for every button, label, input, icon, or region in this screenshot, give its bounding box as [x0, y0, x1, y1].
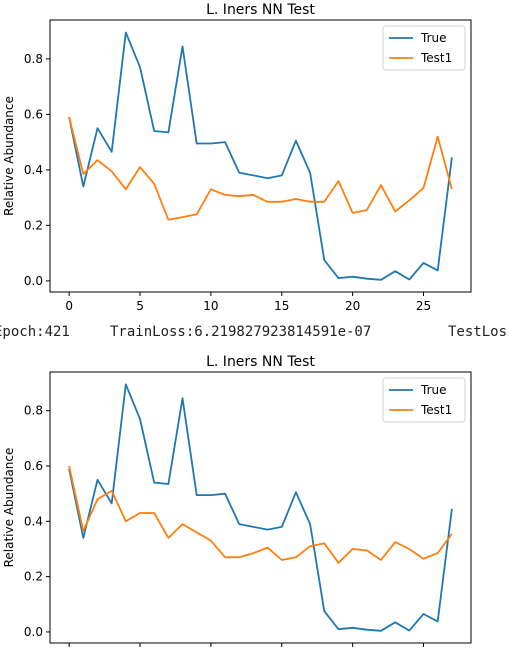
- y-tick-label: 0.4: [24, 163, 43, 177]
- y-tick-label: 0.6: [24, 107, 43, 121]
- legend: True Test1: [383, 26, 465, 70]
- y-tick-label: 0.8: [24, 52, 43, 66]
- x-tick-label: 20: [345, 299, 360, 313]
- y-tick-label: 0.6: [24, 459, 43, 473]
- y-tick-label: 0.2: [24, 570, 43, 584]
- x-tick-label: 0: [65, 299, 73, 313]
- chart-title: L. Iners NN Test: [206, 354, 315, 370]
- chart-panel-2: L. Iners NN Test Relative Abundance 0.0 0.2…: [2, 354, 471, 647]
- test-loss-text: TestLos: [448, 320, 507, 344]
- training-log-line: Epoch:421 TrainLoss:6.219827923814591e-0…: [0, 320, 514, 344]
- chart-panel-1: L. Iners NN Test Relative Abundance 0.0 0.2…: [2, 2, 471, 313]
- x-tick-label: 10: [203, 299, 218, 313]
- legend-label-test1: Test1: [420, 51, 452, 65]
- legend-label-true: True: [420, 31, 447, 45]
- x-tick-label: 5: [136, 299, 144, 313]
- y-tick-label: 0.8: [24, 404, 43, 418]
- y-axis-label: Relative Abundance: [2, 96, 16, 216]
- chart-title: L. Iners NN Test: [206, 2, 315, 18]
- x-tick-label: 25: [416, 299, 431, 313]
- train-loss-text: TrainLoss:6.219827923814591e-07: [110, 320, 371, 344]
- series-line-test1: [69, 117, 452, 220]
- legend: True Test1: [383, 378, 465, 422]
- y-tick-label: 0.4: [24, 514, 43, 528]
- y-axis-label: Relative Abundance: [2, 448, 16, 568]
- legend-label-test1: Test1: [420, 403, 452, 417]
- epoch-text: Epoch:421: [0, 320, 70, 344]
- legend-label-true: True: [420, 383, 447, 397]
- y-tick-label: 0.2: [24, 218, 43, 232]
- x-tick-label: 15: [274, 299, 289, 313]
- series-line-test1: [69, 466, 452, 563]
- y-tick-label: 0.0: [24, 274, 43, 288]
- y-tick-label: 0.0: [24, 625, 43, 639]
